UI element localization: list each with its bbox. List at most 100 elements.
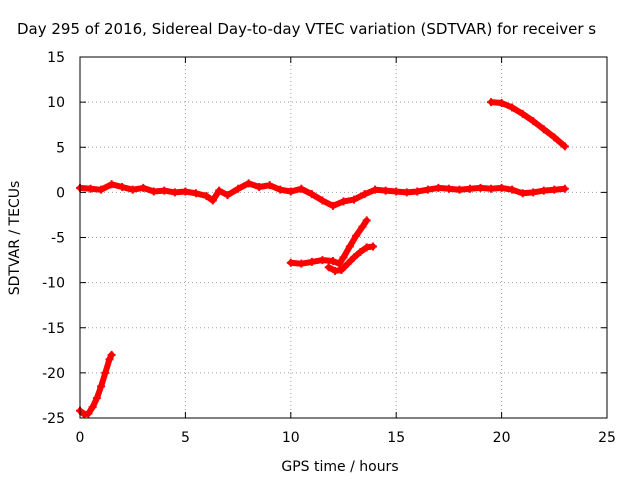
y-tick-label: 15 bbox=[47, 50, 65, 66]
data-point bbox=[423, 185, 432, 194]
y-tick-label: -25 bbox=[42, 411, 65, 427]
data-point bbox=[455, 185, 464, 194]
data-point bbox=[392, 187, 401, 196]
data-point bbox=[360, 190, 369, 199]
chart-marks bbox=[76, 98, 569, 419]
data-point bbox=[508, 185, 517, 194]
data-point bbox=[107, 350, 116, 359]
data-point bbox=[369, 242, 378, 251]
x-tick-label: 20 bbox=[493, 430, 511, 446]
data-point bbox=[550, 185, 559, 194]
data-point bbox=[371, 185, 380, 194]
data-point bbox=[88, 403, 97, 412]
data-point bbox=[265, 181, 274, 190]
data-point bbox=[276, 185, 285, 194]
data-point bbox=[518, 109, 527, 118]
data-point bbox=[362, 216, 371, 225]
x-axis-label: GPS time / hours bbox=[281, 459, 398, 475]
data-point bbox=[352, 231, 361, 240]
data-point bbox=[286, 258, 295, 267]
data-point bbox=[518, 189, 527, 198]
data-point bbox=[497, 99, 506, 108]
data-point bbox=[202, 191, 211, 200]
data-point bbox=[297, 259, 306, 268]
x-tick-label: 25 bbox=[598, 430, 616, 446]
data-point bbox=[560, 184, 569, 193]
data-point bbox=[181, 187, 190, 196]
data-point bbox=[307, 257, 316, 266]
x-tick-label: 0 bbox=[76, 430, 85, 446]
data-point bbox=[465, 184, 474, 193]
data-point bbox=[539, 125, 548, 134]
data-point bbox=[118, 182, 127, 191]
data-point bbox=[128, 185, 137, 194]
data-point bbox=[539, 186, 548, 195]
data-point bbox=[191, 189, 200, 198]
data-point bbox=[318, 196, 327, 205]
y-tick-label: 0 bbox=[56, 185, 65, 201]
data-point bbox=[343, 259, 352, 268]
data-point bbox=[92, 394, 101, 403]
data-point bbox=[223, 191, 232, 200]
data-point bbox=[402, 188, 411, 197]
data-point bbox=[215, 186, 224, 195]
data-point bbox=[328, 201, 337, 210]
plot-frame bbox=[79, 56, 608, 419]
data-point bbox=[84, 409, 93, 418]
data-point bbox=[413, 187, 422, 196]
data-point bbox=[170, 188, 179, 197]
data-point bbox=[286, 187, 295, 196]
data-point bbox=[550, 133, 559, 142]
data-point bbox=[324, 263, 333, 272]
data-point bbox=[434, 183, 443, 192]
data-point bbox=[476, 183, 485, 192]
y-tick-label: -15 bbox=[42, 321, 65, 337]
data-point bbox=[560, 142, 569, 151]
series-1-line bbox=[77, 351, 115, 418]
data-point bbox=[529, 188, 538, 197]
data-point bbox=[244, 179, 253, 188]
data-point bbox=[508, 103, 517, 112]
chart-title: Day 295 of 2016, Sidereal Day-to-day VTE… bbox=[17, 20, 596, 38]
data-point bbox=[139, 183, 148, 192]
data-point bbox=[356, 247, 365, 256]
y-tick-label: -5 bbox=[51, 231, 65, 247]
data-point bbox=[307, 190, 316, 199]
grid bbox=[80, 57, 607, 418]
data-point bbox=[234, 184, 243, 193]
data-point bbox=[105, 355, 114, 364]
y-tick-label: 5 bbox=[56, 140, 65, 156]
y-axis-label: SDTVAR / TECUs bbox=[7, 181, 23, 296]
data-point bbox=[97, 382, 106, 391]
data-point bbox=[318, 256, 327, 265]
data-point bbox=[101, 368, 110, 377]
data-point bbox=[97, 185, 106, 194]
data-point bbox=[350, 195, 359, 204]
data-point bbox=[337, 265, 346, 274]
data-point bbox=[339, 253, 348, 262]
x-tick-label: 10 bbox=[282, 430, 300, 446]
x-tick-label: 5 bbox=[181, 430, 190, 446]
y-tick-label: 10 bbox=[47, 95, 65, 111]
data-point bbox=[208, 196, 217, 205]
data-point bbox=[86, 184, 95, 193]
data-point bbox=[339, 197, 348, 206]
y-tick-label: -20 bbox=[42, 366, 65, 382]
data-point bbox=[255, 182, 264, 191]
data-point bbox=[160, 186, 169, 195]
data-point bbox=[149, 187, 158, 196]
data-point bbox=[487, 184, 496, 193]
data-point bbox=[487, 98, 496, 107]
data-point bbox=[107, 180, 116, 189]
data-point bbox=[497, 183, 506, 192]
data-point bbox=[297, 184, 306, 193]
data-point bbox=[444, 184, 453, 193]
data-point bbox=[350, 253, 359, 262]
data-point bbox=[335, 259, 344, 268]
data-point bbox=[345, 242, 354, 251]
y-tick-label: -10 bbox=[42, 276, 65, 292]
axis-ticks: 0 5 10 15 20 25 15 10 5 0 -5 -10 -15 -20 -25 bbox=[42, 50, 616, 446]
data-point bbox=[358, 222, 367, 231]
data-point bbox=[381, 186, 390, 195]
